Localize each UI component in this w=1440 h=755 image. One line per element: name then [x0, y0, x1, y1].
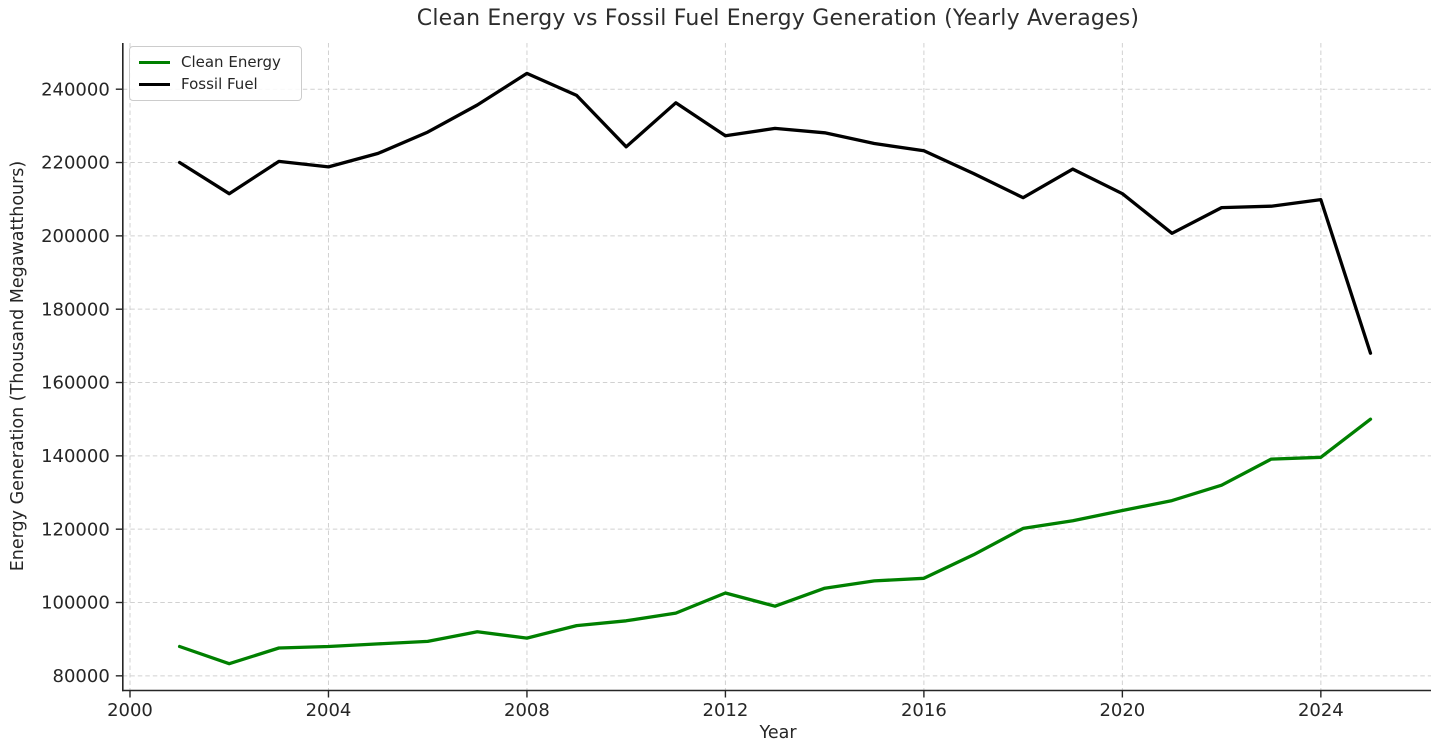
- legend: Clean Energy Fossil Fuel: [129, 46, 302, 101]
- y-tick-label-80000: 80000: [53, 666, 110, 687]
- axes-layer: 2000 2004 2008 2012 2016 2020 2024 80000 100000 1…: [41, 43, 1431, 721]
- grid-layer: [122, 43, 1431, 691]
- y-tick-label-140000: 140000: [41, 446, 110, 467]
- legend-item-clean-energy: Clean Energy: [139, 52, 292, 71]
- series-layer: [177, 71, 1373, 666]
- fossil-fuel-line-swatch: [139, 83, 170, 87]
- x-tick-label-2024: 2024: [1298, 700, 1344, 721]
- x-tick-label-2012: 2012: [703, 700, 749, 721]
- y-axis-label: Energy Generation (Thousand Megawatthour…: [8, 160, 28, 572]
- y-tick-label-220000: 220000: [41, 153, 110, 174]
- chart-title: Clean Energy vs Fossil Fuel Energy Gener…: [416, 6, 1140, 31]
- legend-item-fossil-fuel: Fossil Fuel: [139, 77, 292, 92]
- clean-energy-line-swatch: [139, 60, 170, 64]
- x-tick-label-2016: 2016: [901, 700, 947, 721]
- x-axis-label: Year: [759, 723, 797, 743]
- x-tick-label-2000: 2000: [107, 700, 153, 721]
- series-line-clean-energy: [177, 417, 1373, 666]
- y-tick-label-240000: 240000: [41, 79, 110, 100]
- x-tick-label-2008: 2008: [504, 700, 550, 721]
- y-tick-label-200000: 200000: [41, 226, 110, 247]
- y-tick-label-160000: 160000: [41, 373, 110, 394]
- y-tick-label-100000: 100000: [41, 593, 110, 614]
- y-tick-label-120000: 120000: [41, 519, 110, 540]
- legend-label-fossil-fuel: Fossil Fuel: [181, 75, 258, 94]
- y-tick-label-180000: 180000: [41, 299, 110, 320]
- x-tick-label-2020: 2020: [1099, 700, 1145, 721]
- legend-label-clean-energy: Clean Energy: [181, 52, 281, 71]
- series-line-fossil-fuel: [177, 71, 1373, 355]
- x-tick-label-2004: 2004: [306, 700, 352, 721]
